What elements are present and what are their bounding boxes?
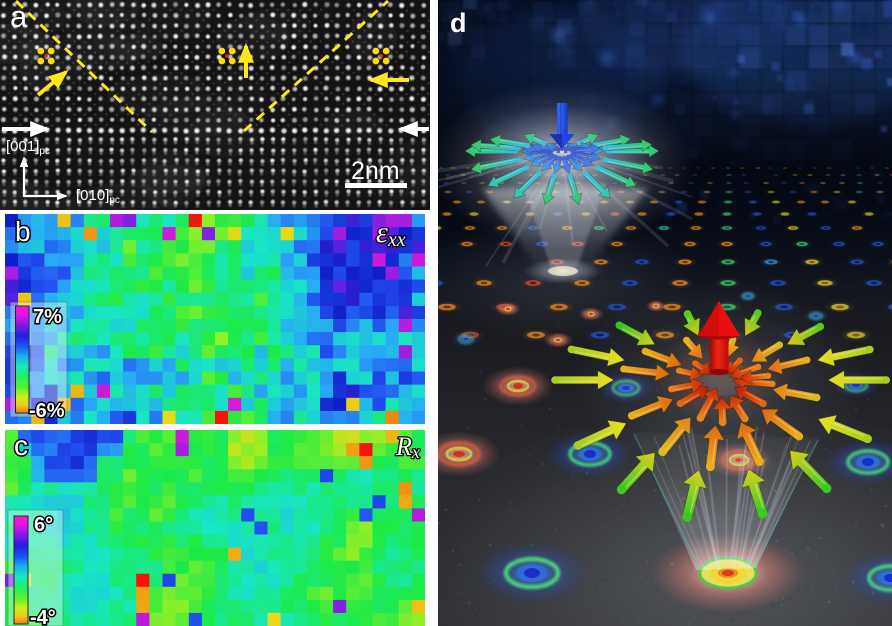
svg-text:2nm: 2nm [351, 157, 400, 185]
svg-text:c: c [14, 430, 28, 461]
svg-text:-6%: -6% [29, 400, 65, 422]
svg-text:Rx: Rx [395, 432, 420, 462]
svg-text:7%: 7% [33, 306, 62, 328]
svg-text:a: a [10, 0, 28, 34]
svg-text:[010]pc: [010]pc [76, 187, 120, 206]
svg-text:b: b [15, 216, 31, 247]
svg-text:6°: 6° [34, 514, 53, 536]
svg-text:[001]pc: [001]pc [6, 138, 50, 157]
svg-text:d: d [450, 8, 467, 38]
svg-text:-4°: -4° [30, 607, 56, 626]
